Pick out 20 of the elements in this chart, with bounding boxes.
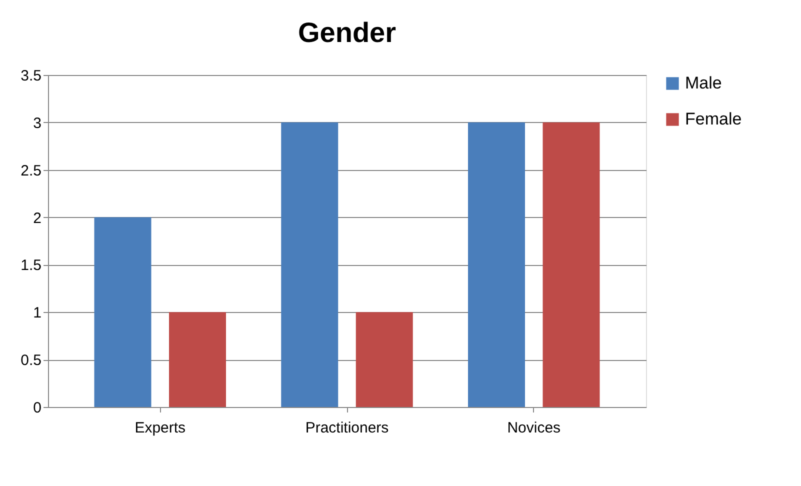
bar	[356, 312, 413, 407]
x-tick-label: Experts	[134, 420, 186, 436]
bar	[169, 312, 226, 407]
x-tick-label: Novices	[507, 420, 561, 436]
y-tick-label: 2	[33, 210, 42, 227]
x-tick-label: Practitioners	[305, 420, 389, 436]
bar	[542, 122, 600, 407]
legend-label: Male	[685, 74, 722, 92]
y-tick-label: 2.5	[20, 162, 42, 180]
bar	[94, 217, 152, 407]
legend-label: Female	[685, 110, 742, 128]
y-tick-label: 3.5	[20, 68, 42, 84]
y-tick-label: 0.5	[20, 352, 42, 370]
y-tick-label: 0	[33, 400, 42, 416]
bar	[468, 122, 525, 407]
y-tick-label: 3	[33, 114, 42, 132]
chart-title: Gender	[298, 17, 396, 48]
bar	[281, 122, 338, 407]
y-tick-label: 1	[33, 304, 42, 322]
y-tick-label: 1.5	[20, 257, 42, 274]
